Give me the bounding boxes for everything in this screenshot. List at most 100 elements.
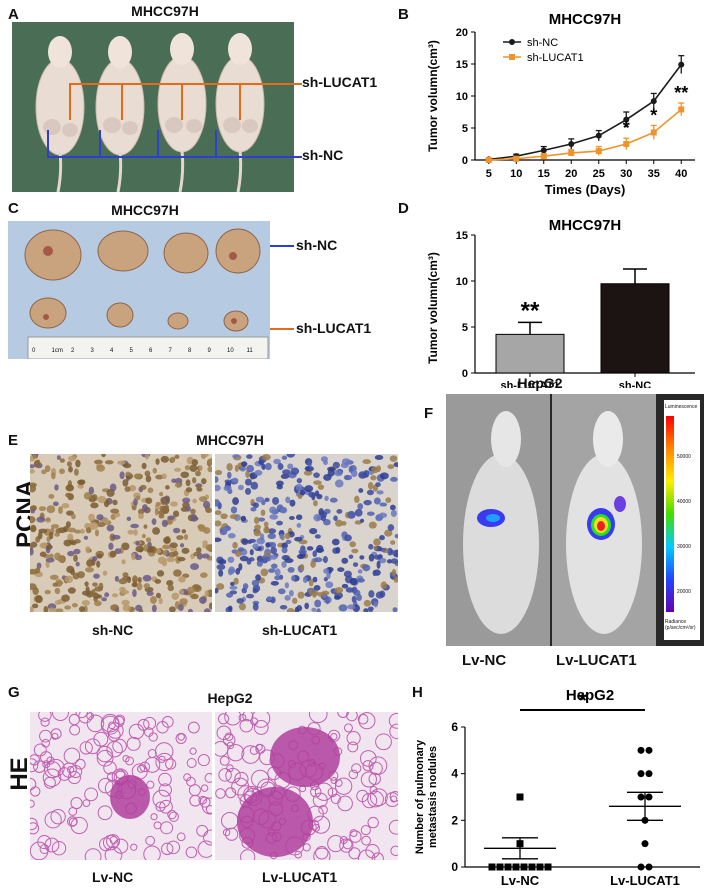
micrograph-cell xyxy=(277,463,284,471)
micrograph-cell xyxy=(77,483,84,489)
micrograph-cell xyxy=(230,506,238,514)
chart-h-point xyxy=(645,746,653,754)
chart-b-legend-label: sh-LUCAT1 xyxy=(527,52,584,64)
micrograph-cell xyxy=(131,582,138,588)
micrograph-cell xyxy=(233,577,239,585)
alveolus xyxy=(205,805,212,814)
micrograph-cell xyxy=(248,557,255,562)
micrograph-cell xyxy=(368,553,375,562)
micrograph-cell xyxy=(251,579,260,587)
micrograph-cell xyxy=(52,582,58,587)
micrograph-cell xyxy=(83,535,89,540)
micrograph-cell xyxy=(181,547,190,554)
chart-h-x-tick-label: Lv-NC xyxy=(501,873,540,888)
micrograph-cell xyxy=(133,473,142,479)
micrograph-cell xyxy=(122,604,131,612)
alveolus xyxy=(159,799,173,814)
chart-h-point xyxy=(645,770,653,778)
alveolus xyxy=(165,758,177,770)
micrograph-cell xyxy=(357,569,363,574)
micrograph-cell xyxy=(86,559,94,567)
alveolus xyxy=(369,785,378,794)
chart-b-point xyxy=(595,132,602,139)
micrograph-cell xyxy=(269,554,278,560)
micrograph-cell xyxy=(35,567,41,574)
alveolus xyxy=(294,850,303,859)
micrograph-cell xyxy=(78,606,86,612)
alveolus xyxy=(155,752,174,772)
micrograph-cell xyxy=(389,455,398,462)
micrograph-cell xyxy=(313,500,318,507)
alveolus xyxy=(253,720,269,735)
alveolus xyxy=(96,745,113,763)
chart-h-point xyxy=(488,863,496,871)
micrograph-cell xyxy=(249,549,254,556)
alveolus xyxy=(44,761,62,779)
arrow-line-blue-c xyxy=(270,245,294,247)
micrograph-cell xyxy=(317,484,325,490)
micrograph-cell xyxy=(245,470,250,478)
alveolus xyxy=(302,843,311,852)
micrograph-cell xyxy=(254,469,263,476)
micrograph-cell xyxy=(84,581,89,587)
micrograph-cell xyxy=(67,527,77,533)
micrograph-cell xyxy=(201,478,207,485)
micrograph-cell xyxy=(190,508,196,515)
alveolus xyxy=(130,843,138,851)
micrograph-cell xyxy=(64,575,74,584)
micrograph-cell xyxy=(66,510,74,516)
alveolus xyxy=(371,852,384,860)
micrograph-cell xyxy=(269,514,279,520)
alveolus xyxy=(357,713,369,725)
alveolus xyxy=(126,736,141,751)
alveolus xyxy=(227,744,245,762)
micrograph-cell xyxy=(264,462,272,471)
alveolus xyxy=(38,712,52,722)
alveolus xyxy=(199,796,211,808)
alveolus xyxy=(388,712,398,729)
micrograph-cell xyxy=(35,459,41,467)
micrograph-cell xyxy=(208,602,212,610)
micrograph-cell xyxy=(230,581,235,587)
micrograph-cell xyxy=(41,469,47,475)
alveolus xyxy=(33,743,47,757)
micrograph-cell xyxy=(169,542,178,549)
micrograph-cell xyxy=(85,566,94,573)
micrograph-cell xyxy=(104,592,110,598)
micrograph-cell xyxy=(149,596,157,604)
micrograph-cell xyxy=(174,454,180,459)
micrograph-cell xyxy=(132,575,138,584)
chart-b-point xyxy=(540,153,547,160)
micrograph-cell xyxy=(37,531,43,540)
chart-h-x-tick-label: Lv-LUCAT1 xyxy=(610,873,680,888)
micrograph-cell xyxy=(145,537,152,543)
alveolus xyxy=(242,712,254,722)
micrograph-cell xyxy=(373,545,378,551)
alveolus xyxy=(84,738,101,755)
ruler-tick-label: 11 xyxy=(246,348,253,354)
ruler-tick-label: 0 xyxy=(32,348,36,354)
micrograph-cell xyxy=(327,468,335,477)
chart-b-x-tick-label: 25 xyxy=(593,168,605,180)
chart-b-x-tick-label: 40 xyxy=(675,168,687,180)
alveolus xyxy=(314,782,334,801)
alveolus xyxy=(327,835,345,853)
alveolus xyxy=(318,805,328,815)
micrograph-cell xyxy=(30,516,36,524)
panel-letter-b: B xyxy=(398,6,409,23)
alveolus xyxy=(186,757,197,768)
micrograph-cell xyxy=(393,462,398,468)
micrograph-cell xyxy=(280,473,290,480)
micrograph-cell xyxy=(155,458,160,465)
micrograph-cell xyxy=(362,459,372,465)
alveolus xyxy=(347,741,359,753)
micrograph-cell xyxy=(390,509,397,517)
micrograph-cell xyxy=(282,469,291,476)
micrograph-cell xyxy=(114,548,122,555)
micrograph-cell xyxy=(205,507,212,514)
micrograph-cell xyxy=(121,542,130,551)
alveolus xyxy=(183,773,192,782)
micrograph-cell xyxy=(71,513,76,520)
chart-d-y-tick-label: 10 xyxy=(456,276,468,288)
micrograph-cell xyxy=(281,542,288,549)
